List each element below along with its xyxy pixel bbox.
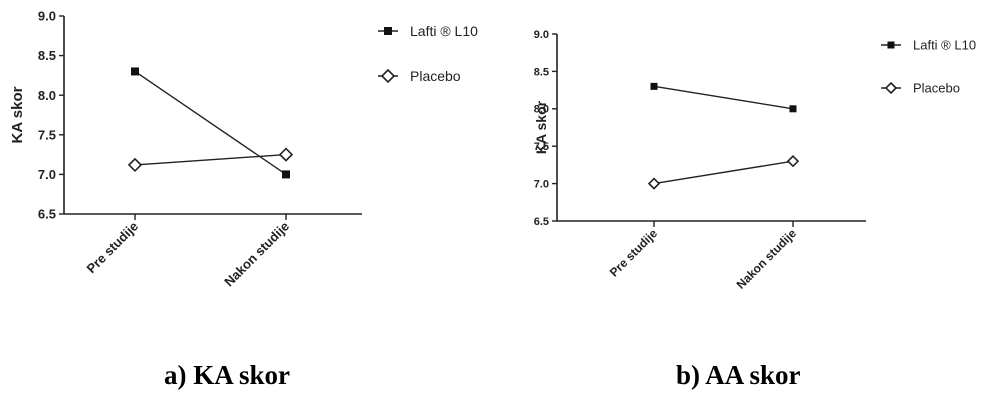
data-point-diamond: [278, 147, 294, 162]
legend-label: Placebo: [410, 68, 461, 84]
y-tick-label: 7.0: [38, 167, 56, 182]
series-line-placebo: [653, 160, 794, 185]
x-category-label: Pre studije: [84, 219, 142, 277]
y-tick-label: 7.5: [534, 141, 549, 153]
panel-b-caption: b) AA skor: [676, 360, 801, 390]
chart-panel-b: 6.5 7.0 7.5 8.0 8.5 9.0 KA skor Pre studije Nako…: [533, 29, 976, 292]
legend-entry-lafti: Lafti ® L10: [881, 38, 976, 53]
data-point-square: [282, 170, 290, 179]
legend-label: Placebo: [913, 81, 960, 96]
y-tick-label: 7.5: [38, 127, 56, 142]
chart-panel-a: 6.5 7.0 7.5 8.0 8.5 9.0 KA skor Pre studije Nako…: [9, 9, 478, 290]
legend-entry-placebo: Placebo: [881, 81, 960, 96]
y-axis-label: KA skor: [9, 86, 26, 143]
legend-label: Lafti ® L10: [913, 38, 976, 53]
legend-marker-square: [887, 41, 895, 49]
series-line-lafti: [134, 70, 287, 175]
y-tick-label: 6.5: [534, 216, 549, 228]
data-point-square: [789, 105, 797, 113]
legend-marker-diamond: [884, 81, 898, 95]
data-point-square: [131, 67, 139, 76]
y-tick-label: 9.0: [38, 9, 56, 24]
data-point-diamond: [647, 177, 661, 190]
legend-entry-lafti: Lafti ® L10: [378, 23, 478, 39]
data-point-square: [650, 82, 658, 90]
legend-entry-placebo: Placebo: [378, 68, 461, 84]
x-category-label: Nakon studije: [734, 226, 800, 292]
series-line-lafti: [653, 85, 794, 110]
panel-a-caption: a) KA skor: [164, 360, 291, 390]
legend-label: Lafti ® L10: [410, 23, 478, 39]
y-axis-label: KA skor: [533, 100, 549, 154]
y-tick-label: 7.0: [534, 178, 549, 190]
data-point-diamond: [127, 157, 143, 173]
data-point-diamond: [786, 155, 800, 168]
y-tick-label: 8.0: [534, 104, 549, 116]
y-tick-label: 8.5: [534, 66, 549, 78]
x-category-label: Pre studije: [607, 226, 661, 280]
y-tick-label: 9.0: [534, 29, 549, 41]
y-tick-label: 8.5: [38, 48, 56, 63]
x-category-label: Nakon studije: [221, 219, 292, 290]
y-tick-label: 6.5: [38, 207, 56, 222]
legend-marker-diamond: [380, 68, 396, 84]
y-tick-label: 8.0: [38, 88, 56, 103]
legend-marker-square: [384, 27, 392, 35]
series-line-placebo: [134, 153, 287, 166]
